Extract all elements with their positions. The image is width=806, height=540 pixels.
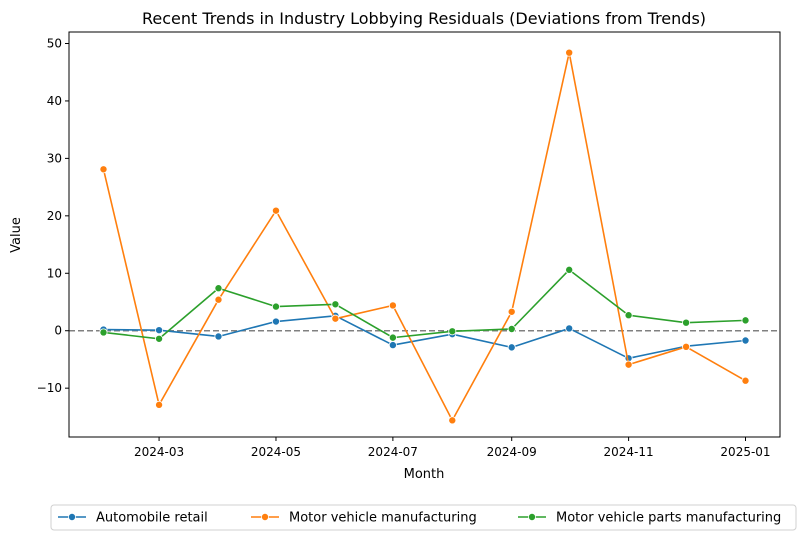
data-point [507,324,516,333]
legend-swatch-marker [260,513,269,522]
data-point [507,307,516,316]
legend-swatch-marker [68,513,77,522]
x-tick-label: 2024-07 [368,445,418,459]
y-tick-label: −10 [37,381,62,395]
legend-swatch-marker [528,513,537,522]
data-point [624,360,633,369]
x-tick-label: 2024-03 [134,445,184,459]
data-point [214,284,223,293]
y-axis-label: Value [9,217,24,253]
legend-item: Automobile retail [58,511,208,526]
x-tick-label: 2024-11 [604,445,654,459]
x-tick-label: 2024-09 [487,445,537,459]
y-tick-label: 30 [47,151,62,165]
data-point [155,334,164,343]
data-point [624,311,633,320]
data-point [741,316,750,325]
data-point [741,376,750,385]
y-tick-label: 50 [47,36,62,50]
data-point [99,165,108,174]
data-point [565,265,574,274]
data-point [682,342,691,351]
data-point [271,302,280,311]
y-tick-label: 20 [47,209,62,223]
data-point [214,332,223,341]
legend-label: Motor vehicle manufacturing [289,511,477,526]
data-point [565,48,574,57]
data-point [388,333,397,342]
data-point [271,206,280,215]
series-line [103,314,746,360]
legend-label: Motor vehicle parts manufacturing [556,511,781,526]
y-tick-label: 40 [47,94,62,108]
legend-frame [50,504,797,531]
data-point [448,327,457,336]
data-point [271,317,280,326]
x-tick-label: 2025-01 [720,445,770,459]
data-point [331,300,340,309]
data-point [388,341,397,350]
y-tick-label: 10 [47,266,62,280]
data-point [155,326,164,335]
legend: Automobile retail Motor vehicle manufactu… [50,504,797,531]
data-point [507,343,516,352]
plot-area-frame [68,31,781,438]
series-line [103,269,746,340]
series-1 [99,48,750,425]
x-axis-label: Month [404,467,445,482]
series-2 [99,265,750,343]
chart-title: Recent Trends in Industry Lobbying Resid… [142,9,706,28]
legend-item: Motor vehicle parts manufacturing [518,511,781,526]
data-point [741,336,750,345]
legend-label: Automobile retail [96,511,208,526]
y-tick-label: 0 [54,324,62,338]
data-point [214,295,223,304]
data-point [448,416,457,425]
legend-item: Motor vehicle manufacturing [251,511,477,526]
data-point [331,314,340,323]
data-point [388,301,397,310]
data-point [682,318,691,327]
data-point [155,400,164,409]
x-tick-label: 2024-05 [251,445,301,459]
data-point [99,328,108,337]
series-line [102,51,746,422]
data-point [565,324,574,333]
